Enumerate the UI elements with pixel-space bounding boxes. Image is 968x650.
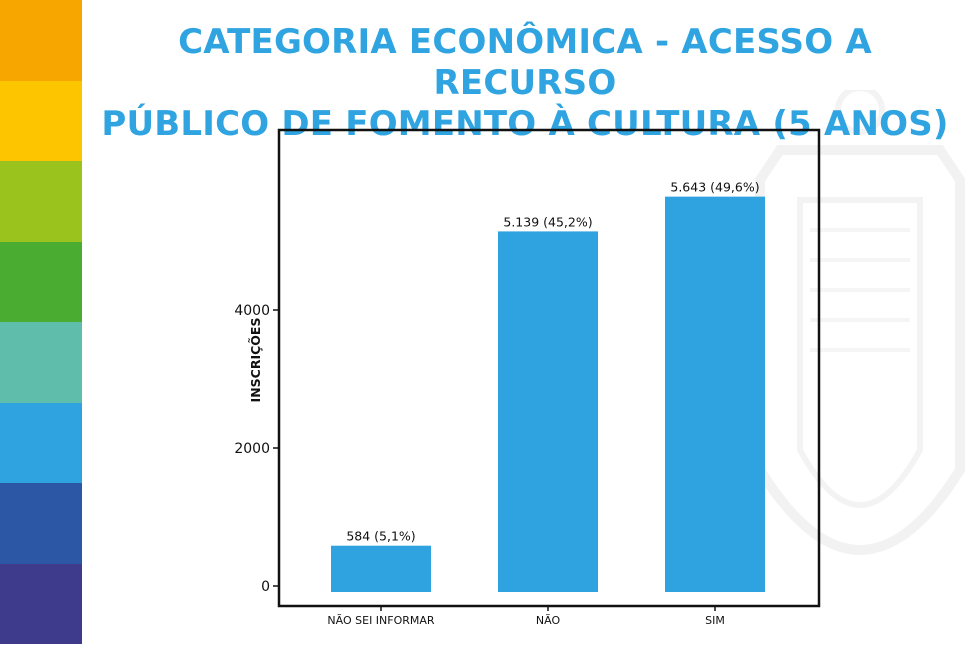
- color-stripe-5: [0, 322, 82, 403]
- color-stripe-1: [0, 0, 82, 81]
- bar-3: [665, 196, 765, 592]
- color-stripe-2: [0, 80, 82, 161]
- plot-frame: [277, 128, 821, 608]
- chart-title: CATEGORIA ECONÔMICA - ACESSO A RECURSO P…: [82, 22, 968, 145]
- data-label-3: 5.643 (49,6%): [670, 180, 759, 195]
- data-labels: 584 (5,1%) 5.139 (45,2%) 5.643 (49,6%): [346, 180, 759, 544]
- bar-1: [331, 545, 431, 592]
- color-stripe-8: [0, 563, 82, 644]
- data-label-2: 5.139 (45,2%): [503, 214, 592, 229]
- chart-title-line-2: PÚBLICO DE FOMENTO À CULTURA (5 ANOS): [101, 104, 949, 144]
- y-tick-label-2: 2000: [234, 441, 270, 457]
- x-tick-label-1: NÃO SEI INFORMAR: [327, 614, 435, 627]
- x-tick-label-2: NÃO: [536, 614, 561, 627]
- data-label-1: 584 (5,1%): [346, 529, 415, 544]
- coat-of-arms-watermark: [755, 90, 965, 555]
- y-axis-title: INSCRIÇÕES: [248, 318, 263, 403]
- color-stripe-3: [0, 161, 82, 242]
- color-stripe-7: [0, 483, 82, 564]
- chart-title-line-1: CATEGORIA ECONÔMICA - ACESSO A RECURSO: [178, 22, 872, 103]
- color-stripe-4: [0, 241, 82, 322]
- x-axis: NÃO SEI INFORMAR NÃO SIM: [327, 606, 725, 627]
- x-tick-label-3: SIM: [705, 614, 725, 627]
- bars: [331, 196, 765, 592]
- y-tick-label-1: 0: [261, 579, 270, 595]
- bar-2: [498, 231, 598, 592]
- color-stripe-6: [0, 402, 82, 483]
- color-stripe-bar: [0, 0, 82, 644]
- y-axis: 0 2000 4000: [234, 303, 279, 595]
- y-tick-label-3: 4000: [234, 303, 270, 319]
